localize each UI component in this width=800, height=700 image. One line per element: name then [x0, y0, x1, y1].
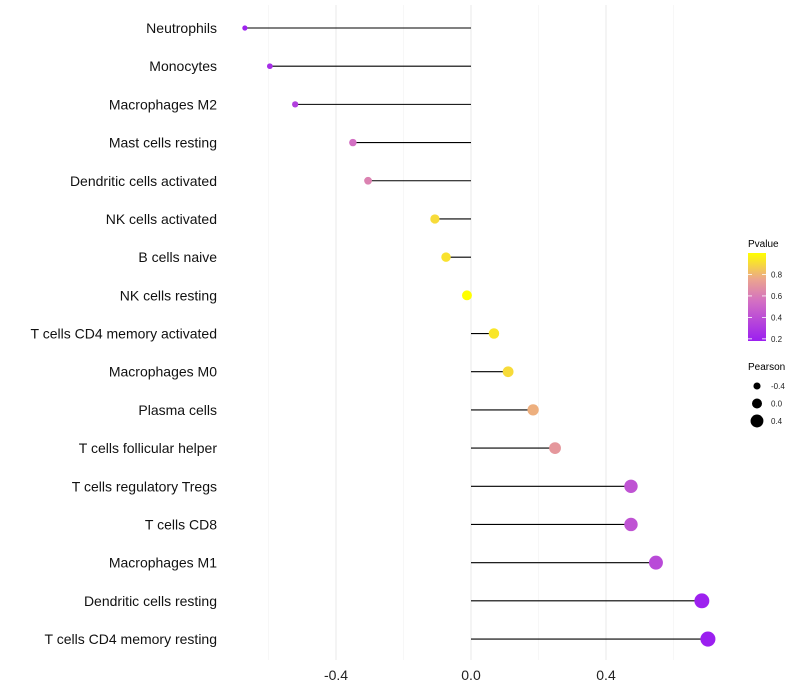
category-label: T cells CD4 memory resting [45, 631, 217, 647]
category-label: Macrophages M1 [109, 555, 217, 571]
lollipop-point [502, 366, 514, 378]
lollipop-point [461, 290, 472, 301]
size-tick-label: 0.0 [771, 400, 783, 409]
lollipop-row: Macrophages M1 [109, 555, 663, 571]
category-label: B cells naive [138, 249, 217, 265]
lollipop-row: Dendritic cells activated [70, 173, 471, 189]
lollipop-row: NK cells resting [120, 287, 472, 303]
legend: Pvalue 0.8 0.6 0.4 0.2 Pearson -0.4 0.0 0.4 [748, 239, 785, 428]
category-label: T cells CD4 memory activated [31, 326, 217, 342]
lollipop-row: T cells regulatory Tregs [72, 478, 638, 494]
category-label: NK cells activated [106, 211, 217, 227]
category-label: T cells CD8 [145, 516, 217, 532]
lollipop-row: Mast cells resting [109, 135, 471, 151]
lollipop-point [648, 555, 663, 570]
size-tick-label: -0.4 [771, 382, 785, 391]
category-label: NK cells resting [120, 287, 217, 303]
category-label: Monocytes [149, 58, 217, 74]
lollipop-row: Macrophages M0 [109, 364, 514, 380]
color-bar [748, 253, 766, 341]
color-tick-label: 0.6 [771, 292, 783, 301]
lollipop-row: T cells follicular helper [79, 440, 561, 456]
lollipop-row: B cells naive [138, 249, 471, 265]
category-label: Dendritic cells resting [84, 593, 217, 609]
lollipop-row: Macrophages M2 [109, 96, 471, 112]
lollipop-point [624, 479, 638, 493]
lollipop-point [694, 593, 710, 609]
x-tick-label: 0.4 [596, 667, 616, 683]
category-label: T cells follicular helper [79, 440, 218, 456]
lollipop-row: Plasma cells [138, 402, 539, 418]
category-label: Dendritic cells activated [70, 173, 217, 189]
size-legend-dot [750, 414, 764, 428]
size-legend-title: Pearson [748, 362, 785, 373]
color-tick-label: 0.4 [771, 313, 783, 322]
lollipop-row: T cells CD8 [145, 516, 638, 532]
size-tick-label: 0.4 [771, 417, 783, 426]
lollipop-point [549, 442, 561, 454]
category-label: Neutrophils [146, 20, 217, 36]
lollipop-point [527, 404, 539, 416]
lollipop-row: NK cells activated [106, 211, 471, 227]
lollipop-row: T cells CD4 memory resting [45, 631, 716, 647]
category-label: T cells regulatory Tregs [72, 478, 217, 494]
x-tick-label: -0.4 [324, 667, 348, 683]
lollipop-point [292, 101, 299, 108]
category-label: Macrophages M0 [109, 364, 217, 380]
category-label: Macrophages M2 [109, 96, 217, 112]
lollipop-point [242, 25, 248, 31]
lollipop-point [364, 176, 372, 185]
lollipop-point [266, 63, 273, 70]
lollipop-row: Dendritic cells resting [84, 593, 710, 609]
lollipop-point [441, 252, 451, 262]
color-tick-label: 0.2 [771, 335, 783, 344]
size-legend-dot [753, 382, 761, 390]
lollipop-row: Neutrophils [146, 20, 471, 36]
color-tick-label: 0.8 [771, 270, 783, 279]
category-label: Mast cells resting [109, 135, 217, 151]
x-tick-label: 0.0 [461, 667, 481, 683]
lollipop-point [488, 328, 500, 339]
color-legend-title: Pvalue [748, 239, 779, 250]
category-label: Plasma cells [138, 402, 217, 418]
lollipop-point [430, 214, 440, 224]
lollipop-point [700, 631, 716, 647]
lollipop-point [349, 138, 357, 147]
lollipop-row: T cells CD4 memory activated [31, 326, 500, 342]
size-legend-dot [752, 398, 762, 409]
lollipop-point [624, 517, 638, 532]
lollipop-row: Monocytes [149, 58, 471, 74]
